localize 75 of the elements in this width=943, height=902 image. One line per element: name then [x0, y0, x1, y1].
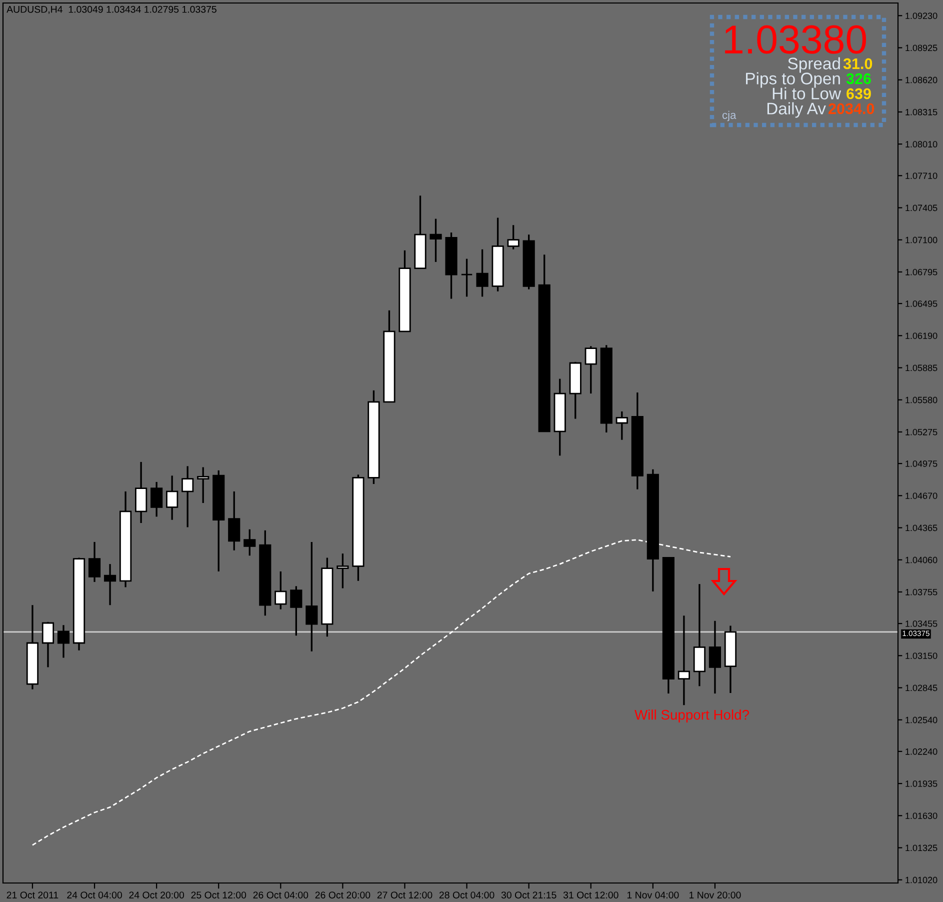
candlestick [104, 563, 116, 606]
text: Pips to Open [746, 72, 840, 88]
y-tick-label: 1.07710 [906, 172, 938, 179]
candlestick [135, 461, 148, 524]
y-tick-label: 1.09230 [906, 12, 938, 19]
annotation: cja [722, 110, 736, 122]
candlestick [150, 481, 163, 518]
candlestick [616, 410, 628, 441]
y-tick-label: 1.01935 [906, 780, 938, 787]
y-tick-label: 1.01630 [906, 812, 938, 819]
candlestick [228, 490, 240, 552]
y-tick-label: 1.05580 [906, 396, 938, 404]
x-tick-label: 25 Oct 12:00 [191, 892, 246, 898]
candlestick [336, 552, 349, 590]
candlestick [290, 585, 302, 636]
y-tick-label: 1.03755 [906, 588, 938, 596]
y-tick-label: 1.04060 [906, 556, 938, 564]
x-tick-label: 1 Nov 04:00 [627, 892, 679, 898]
y-tick-label: 1.07100 [906, 236, 938, 244]
y-tick-label: 1.06795 [906, 268, 938, 276]
text: 639 [846, 88, 871, 100]
candlestick [507, 224, 520, 250]
candlestick [166, 474, 178, 521]
chart-title: AUDUSD,H4 1.03049 1.03434 1.02795 1.03375 [6, 6, 216, 14]
y-tick-label: 1.03150 [906, 652, 938, 659]
candlestick [306, 541, 318, 652]
candlestick [197, 466, 210, 504]
y-tick-label: 1.08925 [906, 44, 938, 52]
candlestick [430, 218, 442, 263]
y-tick-label: 1.02845 [906, 684, 938, 692]
candlestick [708, 620, 722, 694]
y-tick-label: 1.08315 [906, 108, 938, 116]
text: 326 [846, 73, 871, 84]
y-tick-label: 1.03455 [906, 620, 938, 627]
y-tick-label: 1.04975 [906, 460, 938, 467]
candlestick [274, 570, 287, 610]
x-tick-label: 26 Oct 20:00 [315, 892, 370, 898]
x-tick-label: 27 Oct 12:00 [377, 892, 432, 898]
x-tick-label: 24 Oct 20:00 [129, 892, 184, 898]
candlestick [476, 248, 488, 298]
y-tick-label: 1.01325 [906, 844, 938, 852]
y-tick-label: 1.08010 [906, 141, 938, 148]
x-tick-label: 24 Oct 04:00 [67, 892, 122, 898]
x-tick-label: 31 Oct 12:00 [563, 892, 618, 898]
candlestick [460, 258, 473, 298]
x-tick-label: 28 Oct 04:00 [439, 892, 494, 898]
y-tick-label: 1.04670 [906, 492, 938, 499]
y-tick-label: 1.05885 [906, 364, 938, 372]
x-tick-label: 21 Oct 2011 [6, 892, 58, 898]
y-tick-label: 1.06190 [906, 332, 938, 339]
y-tick-label: 1.02540 [906, 716, 938, 724]
x-tick-label: 1 Nov 20:00 [689, 892, 741, 898]
candlestick [182, 465, 194, 528]
candlestick [57, 624, 70, 659]
candlestick [584, 345, 597, 394]
text: Daily Av [767, 102, 826, 118]
text: Hi to Low [772, 87, 842, 100]
x-tick-label: 26 Oct 04:00 [253, 892, 308, 898]
candlestick [678, 614, 690, 706]
y-tick-label: 1.08620 [906, 76, 938, 84]
y-tick-label: 1.05275 [906, 428, 938, 436]
annotation: 1.03380 [725, 25, 866, 54]
y-tick-label: 1.07405 [906, 204, 938, 212]
y-tick-label: 1.06495 [906, 300, 938, 307]
y-tick-label: 1.01020 [906, 876, 938, 884]
y-tick-label: 1.02240 [906, 748, 938, 755]
candlestick [42, 621, 54, 668]
y-tick-label: 1.04365 [906, 524, 938, 532]
candlestick [88, 541, 101, 583]
text: Spread [788, 57, 840, 73]
candlestick [244, 528, 256, 556]
text: 2034.0 [828, 103, 874, 114]
x-tick-label: 30 Oct 21:15 [501, 892, 556, 898]
text: 31.0 [843, 58, 872, 70]
annotation: Will Support Hold? [634, 710, 749, 722]
